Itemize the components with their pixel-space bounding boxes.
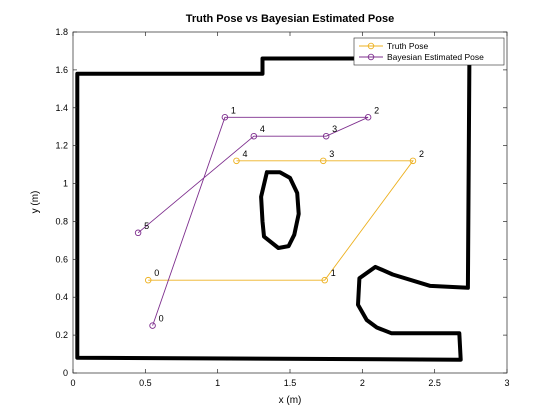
series-0-point-1 xyxy=(321,276,328,284)
y-axis-label: y (m) xyxy=(30,191,41,214)
x-tick-label-1: 0.5 xyxy=(139,378,152,388)
series-1-point-label-1: 1 xyxy=(231,105,236,115)
series-0-point-label-4: 4 xyxy=(242,149,247,159)
y-tick-label-6: 1.2 xyxy=(55,141,68,151)
series-1-point-label-3: 3 xyxy=(332,124,337,134)
series-0-point-3 xyxy=(320,157,327,165)
series-1-point-label-2: 2 xyxy=(374,105,379,115)
plot-area xyxy=(73,32,507,373)
series-1-point-1 xyxy=(221,113,229,121)
series-1-point-2 xyxy=(364,113,372,121)
legend-swatch-marker-0 xyxy=(367,42,375,50)
y-tick-label-9: 1.8 xyxy=(55,27,68,37)
series-1-point-label-0: 0 xyxy=(159,314,164,324)
y-tick-label-3: 0.6 xyxy=(55,254,68,264)
legend-entry-1: Bayesian Estimated Pose xyxy=(387,52,484,62)
series-0-point-label-1: 1 xyxy=(331,268,336,278)
y-tick-label-0: 0 xyxy=(63,368,68,378)
x-axis-label: x (m) xyxy=(279,395,302,406)
series-0-point-label-2: 2 xyxy=(419,149,424,159)
series-line-0 xyxy=(148,160,414,281)
legend-box xyxy=(353,37,505,66)
x-tick-label-5: 2.5 xyxy=(428,378,441,388)
series-layer: 0 1 2 3 4 0 1 2 3 4 5 xyxy=(134,105,424,329)
x-tick-label-4: 2 xyxy=(360,378,365,388)
series-line-1 xyxy=(137,116,369,326)
series-1-point-label-4: 4 xyxy=(260,124,265,134)
map-obstacle xyxy=(259,170,301,250)
x-tick-label-3: 1.5 xyxy=(284,378,297,388)
series-1-point-label-5: 5 xyxy=(144,221,149,231)
y-tick-label-5: 1 xyxy=(63,179,68,189)
legend-entry-0: Truth Pose xyxy=(387,41,429,51)
series-1-point-0 xyxy=(149,322,156,329)
y-tick-label-2: 0.4 xyxy=(55,292,68,302)
x-tick-label-0: 0 xyxy=(70,378,75,388)
series-1-point-4 xyxy=(250,132,258,140)
series-0-point-0 xyxy=(144,276,152,284)
series-1-point-3 xyxy=(322,132,330,140)
axes: 0 0.5 1 1.5 2 2.5 3 0 0.2 0.4 0.6 0.8 1 1.2 1.4 1.6 1.8 xyxy=(55,27,509,388)
series-0-point-label-3: 3 xyxy=(329,149,334,159)
chart-title: Truth Pose vs Bayesian Estimated Pose xyxy=(186,13,394,25)
series-0-point-4 xyxy=(233,157,240,165)
x-tick-label-6: 3 xyxy=(504,378,509,388)
legend-swatch-marker-1 xyxy=(367,53,375,61)
y-tick-label-1: 0.2 xyxy=(55,330,68,340)
series-0-point-2 xyxy=(409,157,417,165)
y-tick-label-8: 1.6 xyxy=(55,65,68,75)
series-1-point-5 xyxy=(134,229,142,237)
x-tick-label-2: 1 xyxy=(215,378,220,388)
series-0-point-label-0: 0 xyxy=(154,268,159,278)
y-tick-label-4: 0.8 xyxy=(55,216,68,226)
y-tick-label-7: 1.4 xyxy=(55,103,68,113)
